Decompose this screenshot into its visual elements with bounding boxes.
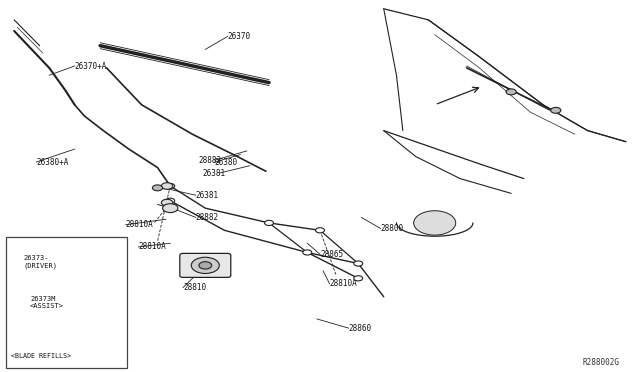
Text: R288002G: R288002G: [582, 358, 620, 367]
Circle shape: [413, 211, 456, 235]
Text: <ASSIST>: <ASSIST>: [30, 303, 64, 309]
Circle shape: [264, 220, 273, 225]
Circle shape: [316, 228, 324, 233]
Text: 26370: 26370: [228, 32, 251, 41]
Text: 28882: 28882: [199, 155, 222, 165]
Text: 28810A: 28810A: [125, 220, 154, 229]
Text: (DRIVER): (DRIVER): [24, 262, 58, 269]
Circle shape: [354, 261, 363, 266]
Text: 26370+A: 26370+A: [75, 61, 107, 71]
Circle shape: [191, 257, 220, 273]
Circle shape: [166, 198, 175, 203]
Circle shape: [163, 204, 178, 212]
Text: 28882: 28882: [196, 213, 219, 222]
Text: 26380+A: 26380+A: [36, 157, 69, 167]
Circle shape: [161, 183, 173, 189]
FancyBboxPatch shape: [180, 253, 231, 278]
Text: 28810A: 28810A: [138, 243, 166, 251]
Circle shape: [199, 262, 212, 269]
Text: 26381: 26381: [202, 169, 225, 177]
Circle shape: [161, 199, 173, 206]
Text: 28860: 28860: [349, 324, 372, 333]
Text: 26381: 26381: [196, 191, 219, 200]
Text: 28800: 28800: [381, 224, 404, 233]
FancyBboxPatch shape: [6, 237, 127, 368]
Circle shape: [166, 183, 175, 189]
Text: 28865: 28865: [320, 250, 343, 259]
Circle shape: [303, 250, 312, 255]
Text: 26373M: 26373M: [30, 296, 56, 302]
Circle shape: [506, 89, 516, 95]
Text: 28810: 28810: [183, 283, 206, 292]
Circle shape: [550, 108, 561, 113]
Text: 26373-: 26373-: [24, 255, 49, 261]
Text: 26380: 26380: [215, 157, 238, 167]
Text: 28810A: 28810A: [330, 279, 357, 288]
Circle shape: [354, 276, 363, 281]
Circle shape: [152, 185, 163, 191]
Text: <BLADE REFILLS>: <BLADE REFILLS>: [11, 353, 71, 359]
